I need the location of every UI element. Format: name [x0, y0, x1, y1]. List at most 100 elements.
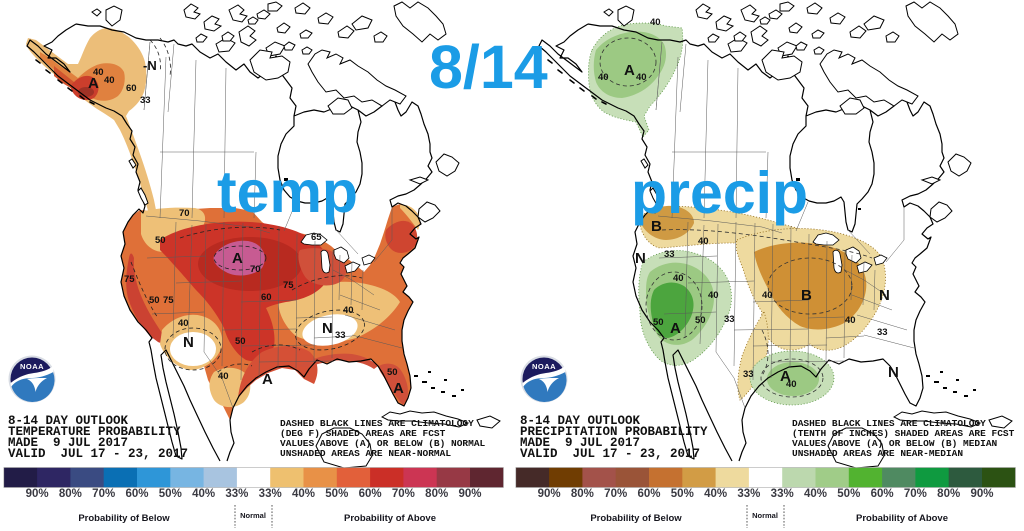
- svg-text:33%: 33%: [225, 488, 248, 500]
- svg-text:VALUES ABOVE (A) OR BELOW (B): VALUES ABOVE (A) OR BELOW (B) MEDIAN: [792, 438, 998, 449]
- svg-text:N: N: [183, 334, 194, 351]
- svg-text:33: 33: [140, 95, 151, 106]
- svg-text:A: A: [393, 380, 404, 397]
- svg-text:50: 50: [695, 315, 706, 326]
- svg-text:VALID JUL 17 - 23, 2017: VALID JUL 17 - 23, 2017: [8, 447, 188, 461]
- svg-text:40: 40: [343, 305, 354, 316]
- svg-text:N: N: [635, 250, 646, 267]
- svg-text:80%: 80%: [937, 488, 960, 500]
- svg-text:80%: 80%: [571, 488, 594, 500]
- svg-text:90%: 90%: [458, 488, 481, 500]
- svg-text:N: N: [322, 320, 333, 337]
- svg-text:50%: 50%: [159, 488, 182, 500]
- svg-text:70: 70: [179, 208, 190, 219]
- svg-text:40%: 40%: [804, 488, 827, 500]
- svg-text:(TENTH OF INCHES) SHADED AREAS: (TENTH OF INCHES) SHADED AREAS ARE FCST: [792, 428, 1015, 439]
- svg-text:90%: 90%: [970, 488, 993, 500]
- svg-text:DASHED BLACK LINES ARE CLIMATO: DASHED BLACK LINES ARE CLIMATOLOGY: [792, 418, 986, 429]
- svg-text:N: N: [879, 287, 890, 304]
- svg-text:80%: 80%: [59, 488, 82, 500]
- svg-text:MADE 9 JUL 2017: MADE 9 JUL 2017: [520, 436, 640, 450]
- svg-text:40: 40: [104, 75, 115, 86]
- svg-text:65: 65: [311, 232, 322, 243]
- svg-text:B: B: [651, 218, 662, 235]
- svg-text:33%: 33%: [259, 488, 282, 500]
- svg-text:33: 33: [724, 314, 735, 325]
- svg-text:33: 33: [664, 249, 675, 260]
- svg-text:33: 33: [877, 327, 888, 338]
- svg-text:VALID JUL 17 - 23, 2017: VALID JUL 17 - 23, 2017: [520, 447, 700, 461]
- svg-text:50%: 50%: [325, 488, 348, 500]
- svg-text:-N: -N: [143, 58, 157, 73]
- svg-text:40: 40: [673, 273, 684, 284]
- svg-text:33%: 33%: [737, 488, 760, 500]
- svg-text:40: 40: [845, 315, 856, 326]
- svg-text:Normal: Normal: [240, 511, 266, 520]
- svg-text:75: 75: [163, 295, 174, 306]
- svg-text:NOAA: NOAA: [20, 362, 44, 371]
- svg-text:8-14 DAY OUTLOOK: 8-14 DAY OUTLOOK: [520, 414, 641, 428]
- svg-text:40: 40: [598, 72, 609, 83]
- svg-text:60%: 60%: [359, 488, 382, 500]
- svg-text:A: A: [670, 320, 681, 337]
- svg-text:8/14: 8/14: [429, 33, 548, 101]
- svg-text:40%: 40%: [192, 488, 215, 500]
- svg-text:80%: 80%: [425, 488, 448, 500]
- svg-text:40: 40: [762, 290, 773, 301]
- svg-text:40: 40: [93, 67, 104, 78]
- svg-text:40: 40: [636, 72, 647, 83]
- svg-text:TEMPERATURE PROBABILITY: TEMPERATURE PROBABILITY: [8, 425, 181, 439]
- svg-text:40: 40: [698, 236, 709, 247]
- svg-text:Probability of Above: Probability of Above: [344, 513, 436, 524]
- svg-text:precip: precip: [631, 160, 808, 226]
- svg-text:40: 40: [218, 371, 229, 382]
- svg-text:60%: 60%: [125, 488, 148, 500]
- svg-text:70%: 70%: [392, 488, 415, 500]
- svg-text:90%: 90%: [538, 488, 561, 500]
- svg-text:75: 75: [124, 274, 135, 285]
- svg-text:60%: 60%: [637, 488, 660, 500]
- svg-text:70%: 70%: [604, 488, 627, 500]
- svg-text:Probability of Below: Probability of Below: [590, 513, 682, 524]
- svg-text:70%: 70%: [904, 488, 927, 500]
- svg-text:33%: 33%: [771, 488, 794, 500]
- svg-text:(DEG F) SHADED AREAS ARE FCST: (DEG F) SHADED AREAS ARE FCST: [280, 428, 446, 439]
- svg-text:A: A: [232, 250, 243, 267]
- svg-text:70: 70: [250, 264, 261, 275]
- svg-text:A: A: [624, 62, 635, 79]
- svg-text:50: 50: [653, 317, 664, 328]
- svg-text:50: 50: [387, 367, 398, 378]
- svg-text:50: 50: [235, 336, 246, 347]
- svg-text:50%: 50%: [837, 488, 860, 500]
- svg-text:40: 40: [786, 379, 797, 390]
- svg-text:MADE 9 JUL 2017: MADE 9 JUL 2017: [8, 436, 128, 450]
- svg-text:PRECIPITATION PROBABILITY: PRECIPITATION PROBABILITY: [520, 425, 708, 439]
- svg-text:70%: 70%: [92, 488, 115, 500]
- svg-text:50: 50: [149, 295, 160, 306]
- svg-text:Probability of Above: Probability of Above: [856, 513, 948, 524]
- svg-text:DASHED BLACK LINES ARE CLIMATO: DASHED BLACK LINES ARE CLIMATOLOGY: [280, 418, 474, 429]
- svg-text:60: 60: [126, 83, 137, 94]
- svg-text:Probability of Below: Probability of Below: [78, 513, 170, 524]
- svg-text:50%: 50%: [671, 488, 694, 500]
- svg-text:40%: 40%: [292, 488, 315, 500]
- svg-text:40: 40: [650, 17, 661, 28]
- svg-text:VALUES ABOVE (A) OR BELOW (B): VALUES ABOVE (A) OR BELOW (B) NORMAL: [280, 438, 486, 449]
- svg-text:temp: temp: [217, 159, 358, 225]
- svg-text:UNSHADED AREAS ARE NEAR-NORMAL: UNSHADED AREAS ARE NEAR-NORMAL: [280, 448, 451, 459]
- svg-text:40%: 40%: [704, 488, 727, 500]
- svg-text:UNSHADED AREAS ARE NEAR-MEDIAN: UNSHADED AREAS ARE NEAR-MEDIAN: [792, 448, 963, 459]
- svg-text:B: B: [801, 287, 812, 304]
- svg-text:N: N: [888, 364, 899, 381]
- svg-text:60%: 60%: [871, 488, 894, 500]
- svg-text:33: 33: [743, 369, 754, 380]
- svg-text:33: 33: [335, 330, 346, 341]
- svg-text:A: A: [780, 368, 791, 385]
- svg-text:40: 40: [178, 318, 189, 329]
- svg-text:8-14 DAY OUTLOOK: 8-14 DAY OUTLOOK: [8, 414, 129, 428]
- svg-text:Normal: Normal: [752, 511, 778, 520]
- svg-text:A: A: [88, 75, 99, 92]
- svg-text:90%: 90%: [26, 488, 49, 500]
- svg-text:A: A: [262, 371, 273, 388]
- svg-text:40: 40: [708, 290, 719, 301]
